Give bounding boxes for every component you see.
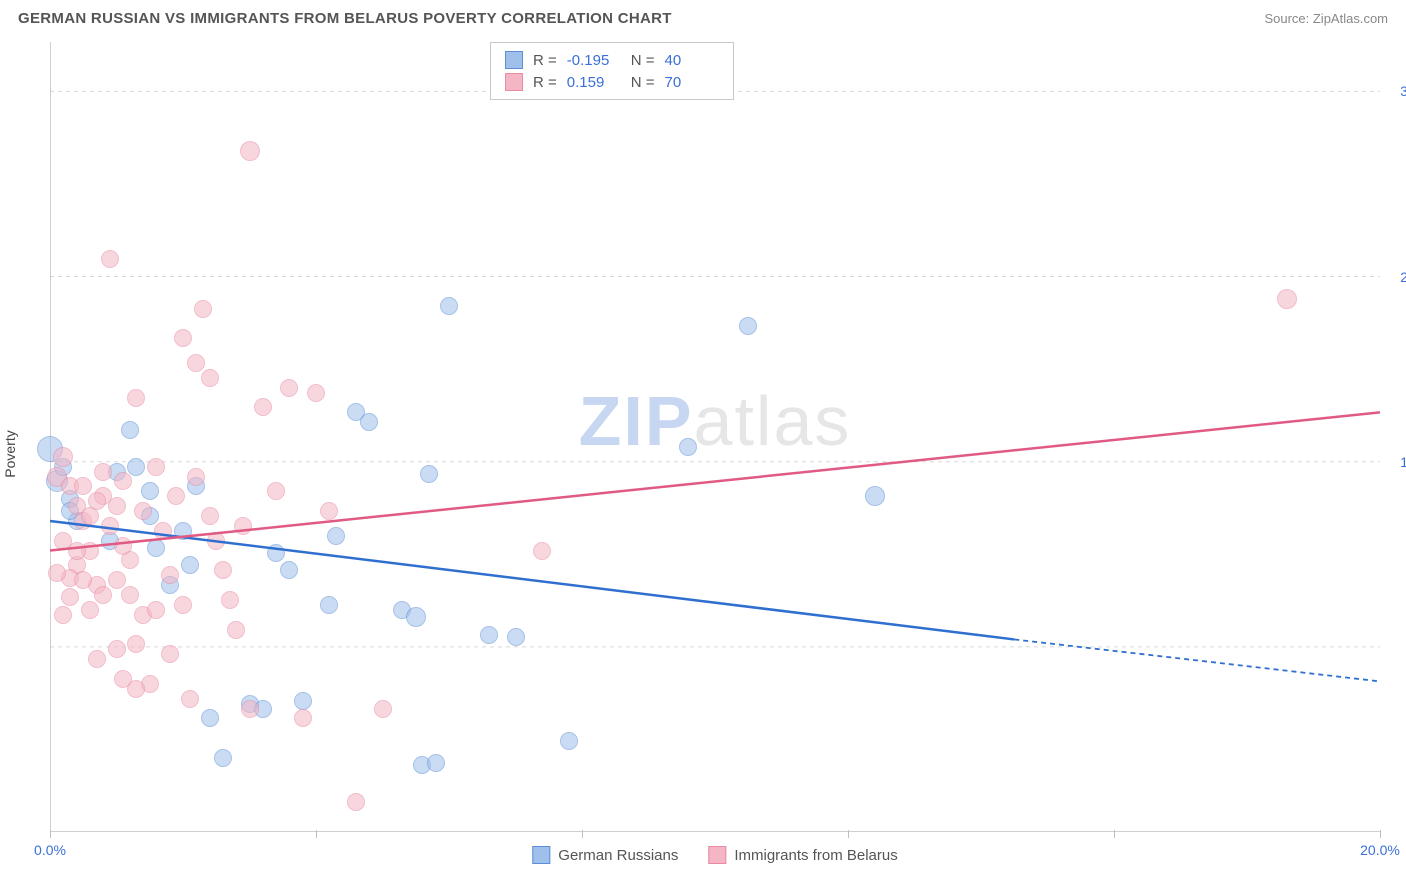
y-tick-label: 30.0% bbox=[1400, 83, 1406, 99]
x-tick-label: 20.0% bbox=[1360, 842, 1400, 858]
header: GERMAN RUSSIAN VS IMMIGRANTS FROM BELARU… bbox=[18, 10, 1388, 27]
x-tick-label: 0.0% bbox=[34, 842, 66, 858]
y-tick-label: 15.0% bbox=[1400, 454, 1406, 470]
y-tick-label: 22.5% bbox=[1400, 269, 1406, 285]
trend-lines bbox=[50, 42, 1380, 832]
series-legend: German Russians Immigrants from Belarus bbox=[532, 846, 897, 864]
legend-swatch bbox=[532, 846, 550, 864]
chart-title: GERMAN RUSSIAN VS IMMIGRANTS FROM BELARU… bbox=[18, 10, 672, 27]
chart-container: GERMAN RUSSIAN VS IMMIGRANTS FROM BELARU… bbox=[0, 0, 1406, 892]
source-label: Source: ZipAtlas.com bbox=[1264, 11, 1388, 26]
legend-label: Immigrants from Belarus bbox=[734, 847, 897, 864]
plot-area: ZIPatlas 7.5%15.0%22.5%30.0% 0.0%20.0% R… bbox=[50, 42, 1380, 832]
legend-label: German Russians bbox=[558, 847, 678, 864]
legend-item: German Russians bbox=[532, 846, 678, 864]
legend-item: Immigrants from Belarus bbox=[708, 846, 897, 864]
legend-swatch bbox=[708, 846, 726, 864]
y-axis-label: Poverty bbox=[2, 430, 18, 477]
